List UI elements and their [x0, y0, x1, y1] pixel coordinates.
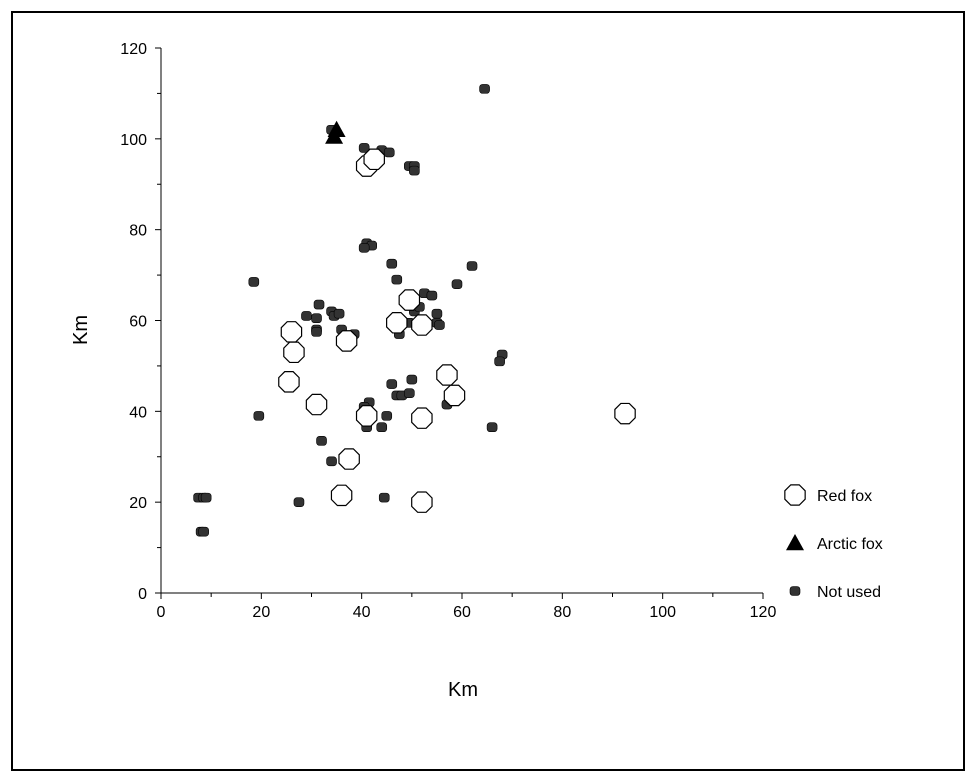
not-used-point	[386, 379, 398, 389]
not-used-point	[386, 258, 398, 269]
not-used-point	[434, 320, 445, 330]
red-fox-point	[363, 148, 385, 171]
not-used-point	[486, 422, 498, 433]
arctic-fox-point	[325, 127, 344, 144]
not-used-point	[431, 308, 443, 319]
red-fox-point	[278, 371, 300, 393]
not-used-point	[383, 147, 395, 158]
y-axis-title: Km	[70, 315, 92, 345]
scatter-chart: 0 20 40 60 80 100 120 0 20 40 60 80 100 120 Red fox Ar…	[70, 41, 883, 701]
not-used-point	[200, 492, 212, 503]
x-tick-label: 40	[353, 604, 371, 621]
not-used-point	[293, 497, 305, 507]
y-tick-label: 80	[129, 223, 147, 240]
not-used-point	[313, 299, 325, 310]
red-fox-point	[283, 341, 305, 364]
x-tick-label: 60	[453, 604, 471, 621]
red-fox-point	[330, 484, 353, 507]
y-tick-label: 120	[120, 41, 147, 58]
red-fox-point	[338, 448, 360, 470]
series-red-fox	[278, 148, 636, 513]
not-used-point	[311, 327, 322, 337]
not-used-point	[301, 311, 312, 321]
x-tick-label: 120	[750, 604, 777, 621]
legend-marker-arctic-fox	[786, 534, 804, 551]
legend-marker-red-fox	[784, 484, 806, 506]
legend-label-not-used: Not used	[817, 584, 881, 601]
not-used-point	[378, 492, 390, 503]
not-used-point	[358, 243, 370, 253]
not-used-point	[494, 356, 505, 367]
red-fox-point	[411, 314, 433, 336]
not-used-point	[406, 374, 418, 385]
legend-label-red-fox: Red fox	[817, 488, 872, 505]
legend-marker-not-used	[789, 586, 801, 596]
not-used-point	[326, 456, 337, 467]
red-fox-point	[443, 384, 466, 407]
red-fox-point	[355, 405, 378, 427]
not-used-point	[391, 274, 403, 285]
red-fox-point	[335, 330, 358, 352]
series-arctic-fox	[325, 120, 346, 144]
not-used-point	[409, 165, 420, 176]
x-axis-title: Km	[448, 679, 478, 701]
y-tick-label: 0	[138, 586, 147, 603]
not-used-point	[466, 261, 478, 271]
red-fox-point	[386, 312, 408, 334]
not-used-point	[358, 143, 370, 153]
not-used-point	[479, 84, 490, 94]
axes: 0 20 40 60 80 100 120 0 20 40 60 80 100 120	[120, 41, 776, 621]
not-used-point	[381, 411, 393, 421]
x-tick-label: 0	[157, 604, 166, 621]
not-used-point	[451, 279, 463, 289]
x-tick-label: 20	[252, 604, 270, 621]
x-tick-label: 80	[553, 604, 571, 621]
y-tick-label: 60	[129, 314, 147, 331]
red-fox-point	[411, 407, 433, 429]
not-used-point	[253, 411, 265, 421]
red-fox-point	[280, 321, 303, 343]
not-used-point	[404, 388, 415, 398]
not-used-point	[198, 526, 209, 537]
not-used-point	[316, 436, 327, 446]
y-tick-label: 100	[120, 132, 147, 149]
not-used-point	[376, 422, 388, 433]
not-used-point	[333, 308, 345, 319]
not-used-point	[248, 277, 260, 287]
red-fox-point	[436, 364, 458, 386]
not-used-point	[311, 313, 322, 324]
plot-area	[193, 84, 636, 537]
figure-frame: 0 20 40 60 80 100 120 0 20 40 60 80 100 120 Red fox Ar…	[11, 11, 965, 771]
red-fox-point	[614, 402, 636, 425]
y-tick-label: 20	[129, 495, 147, 512]
legend-label-arctic-fox: Arctic fox	[817, 536, 883, 553]
y-tick-label: 40	[129, 404, 147, 421]
red-fox-point	[305, 393, 328, 416]
red-fox-point	[411, 491, 433, 513]
red-fox-point	[398, 289, 421, 311]
x-tick-label: 100	[649, 604, 676, 621]
legend: Red fox Arctic fox Not used	[784, 484, 883, 601]
not-used-point	[426, 290, 438, 301]
